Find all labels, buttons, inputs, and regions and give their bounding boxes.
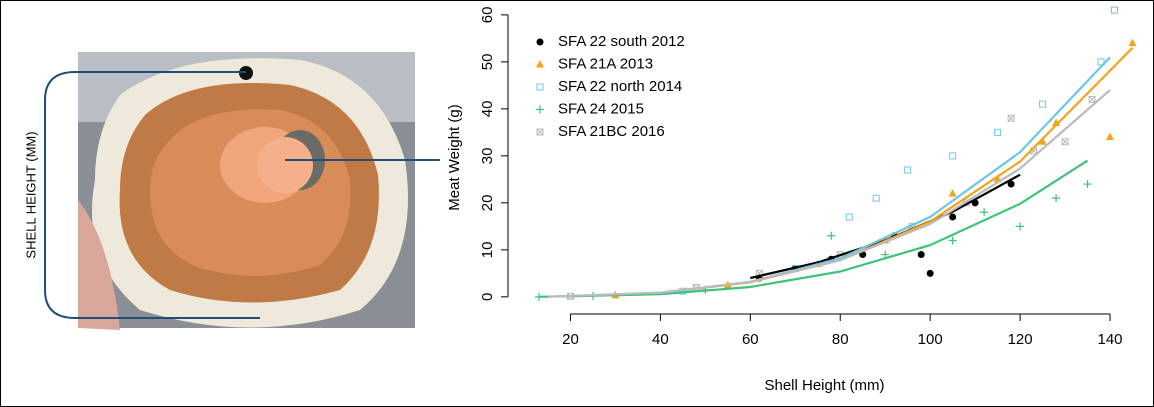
point: [845, 213, 853, 221]
point: [980, 208, 989, 217]
point: [994, 128, 1002, 136]
point: [1007, 114, 1015, 122]
point: [949, 213, 957, 221]
x-tick-label: 120: [1008, 331, 1033, 348]
legend-marker: [536, 105, 544, 114]
point: [1128, 38, 1137, 47]
point: [948, 236, 957, 245]
legend-label: SFA 24 2015: [558, 100, 644, 117]
x-tick-label: 100: [918, 331, 943, 348]
point: [1052, 194, 1061, 203]
legend-label: SFA 22 north 2014: [558, 78, 682, 95]
legend-marker: [536, 128, 544, 136]
point: [904, 166, 912, 174]
point: [827, 231, 836, 240]
height-bracket: [44, 71, 260, 319]
point: [872, 194, 880, 202]
legend-label: SFA 21BC 2016: [558, 123, 665, 140]
point: [1083, 180, 1092, 189]
x-tick-label: 40: [652, 331, 669, 348]
legend-marker: [536, 60, 544, 68]
x-tick-label: 140: [1098, 331, 1123, 348]
point: [948, 188, 957, 197]
x-tick-label: 60: [742, 331, 759, 348]
point: [1088, 95, 1096, 103]
y-tick-label: 50: [479, 54, 496, 71]
legend-label: SFA 21A 2013: [558, 55, 653, 72]
photo-label: SHELL HEIGHT (MM): [23, 131, 38, 258]
legend-label: SFA 22 south 2012: [558, 33, 685, 50]
point: [926, 269, 934, 277]
y-tick-label: 60: [479, 7, 496, 24]
x-axis-label: Shell Height (mm): [764, 377, 884, 394]
x-tick-label: 80: [832, 331, 849, 348]
point: [1106, 132, 1115, 141]
point: [1097, 58, 1105, 66]
scallop-photo: [78, 52, 415, 330]
legend-marker: [536, 83, 544, 91]
y-tick-label: 10: [479, 242, 496, 259]
point: [1016, 222, 1025, 231]
legend-marker: [536, 38, 544, 46]
point: [1061, 138, 1069, 146]
point: [1007, 180, 1015, 188]
point: [917, 251, 925, 259]
point: [1039, 100, 1047, 108]
y-tick-label: 20: [479, 195, 496, 212]
fit-line: [538, 159, 1089, 298]
fit-line: [547, 89, 1111, 298]
point: [949, 152, 957, 160]
y-tick-label: 0: [479, 293, 496, 301]
point: [1038, 137, 1047, 145]
y-tick-label: 40: [479, 101, 496, 118]
y-tick-label: 30: [479, 148, 496, 165]
fit-line: [750, 173, 1021, 280]
point: [1111, 6, 1119, 14]
y-axis-label: Meat Weight (g): [446, 104, 463, 210]
x-tick-label: 20: [562, 331, 579, 348]
